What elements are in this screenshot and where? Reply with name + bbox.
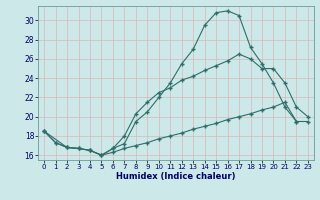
X-axis label: Humidex (Indice chaleur): Humidex (Indice chaleur) xyxy=(116,172,236,181)
